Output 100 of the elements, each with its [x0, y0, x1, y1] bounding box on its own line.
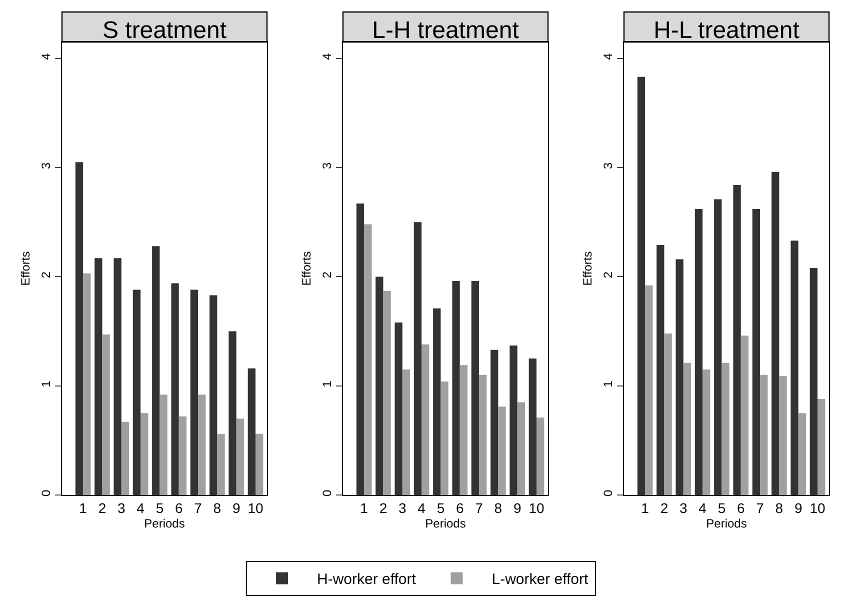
- y-tick-label: 2: [320, 271, 334, 278]
- x-tick-label: 8: [213, 500, 222, 516]
- bar: [772, 172, 780, 495]
- y-tick-label: 3: [320, 162, 334, 170]
- bar: [433, 308, 441, 495]
- bar: [460, 365, 468, 495]
- bar: [452, 281, 460, 495]
- x-tick-label: 2: [660, 500, 668, 516]
- bar: [645, 285, 653, 495]
- y-axis-title: Efforts: [580, 251, 594, 286]
- bar: [256, 434, 264, 495]
- bar: [471, 281, 480, 495]
- x-tick-label: 9: [513, 500, 522, 516]
- bar: [536, 418, 544, 495]
- bar: [440, 381, 448, 495]
- chart-title: L-H treatment: [372, 17, 520, 44]
- x-tick-label: 5: [156, 500, 164, 516]
- bar: [94, 258, 102, 495]
- bar: [798, 413, 806, 495]
- x-tick-label: 1: [641, 500, 650, 516]
- legend-label: H-worker effort: [317, 571, 417, 588]
- x-tick-label: 10: [528, 500, 544, 516]
- x-tick-label: 5: [718, 500, 726, 516]
- x-tick-label: 3: [398, 500, 406, 516]
- y-tick-label: 1: [601, 380, 616, 388]
- x-tick-label: 9: [794, 500, 802, 516]
- bar: [490, 350, 498, 495]
- x-tick-label: 7: [194, 500, 202, 516]
- bar: [364, 224, 372, 495]
- bar: [152, 246, 160, 495]
- bar: [790, 240, 798, 495]
- x-axis-title: Periods: [425, 516, 466, 531]
- bar: [760, 374, 768, 495]
- y-tick-label: 4: [601, 52, 616, 60]
- bar: [160, 394, 168, 495]
- chart-title: H-L treatment: [654, 17, 800, 44]
- bar: [740, 336, 749, 495]
- bar: [102, 334, 110, 495]
- bar: [752, 209, 760, 495]
- bar: [733, 185, 741, 495]
- bar: [722, 362, 730, 495]
- x-tick-label: 8: [775, 500, 784, 516]
- bar: [171, 283, 179, 495]
- bar: [676, 259, 684, 495]
- bar: [190, 290, 198, 495]
- bar: [228, 331, 236, 495]
- bar: [121, 422, 130, 495]
- x-tick-label: 4: [418, 500, 426, 516]
- x-tick-label: 5: [436, 500, 445, 516]
- x-tick-label: 3: [679, 500, 688, 516]
- x-tick-label: 4: [698, 500, 707, 516]
- y-tick-label: 1: [320, 380, 334, 388]
- legend-label: L-worker effort: [492, 571, 589, 588]
- bar: [414, 222, 422, 495]
- bar: [517, 402, 526, 495]
- x-tick-label: 4: [136, 500, 145, 516]
- x-tick-label: 6: [736, 500, 745, 516]
- bar: [248, 368, 256, 495]
- x-tick-label: 7: [756, 500, 764, 516]
- bar: [132, 290, 141, 495]
- bar: [198, 394, 206, 495]
- y-tick-label: 0: [320, 490, 334, 497]
- bar: [114, 258, 122, 495]
- x-tick-label: 6: [456, 500, 464, 516]
- x-axis-title: Periods: [144, 516, 185, 531]
- x-tick-label: 2: [98, 500, 106, 516]
- bar: [217, 434, 225, 495]
- y-tick-label: 3: [601, 162, 616, 170]
- bar: [664, 333, 672, 495]
- x-tick-label: 6: [174, 500, 183, 516]
- y-tick-label: 4: [39, 52, 54, 60]
- bar: [383, 290, 391, 495]
- bar: [683, 362, 692, 495]
- bar: [356, 204, 364, 495]
- x-tick-label: 1: [79, 500, 88, 516]
- y-tick-label: 2: [601, 271, 616, 278]
- bar: [402, 369, 410, 495]
- x-tick-label: 10: [248, 500, 264, 516]
- x-tick-label: 2: [379, 500, 388, 516]
- y-tick-label: 4: [320, 52, 334, 60]
- bar: [779, 376, 787, 495]
- x-tick-label: 1: [360, 500, 368, 516]
- y-tick-label: 0: [601, 490, 616, 497]
- bar: [498, 406, 506, 495]
- x-tick-label: 3: [117, 500, 126, 516]
- x-axis-title: Periods: [706, 516, 747, 531]
- x-tick-label: 8: [494, 500, 502, 516]
- bar: [376, 276, 384, 495]
- bar: [694, 209, 703, 495]
- bar: [236, 418, 244, 495]
- x-tick-label: 7: [475, 500, 484, 516]
- bar: [178, 416, 187, 495]
- chart-title: S treatment: [102, 17, 227, 44]
- y-axis-title: Efforts: [18, 251, 32, 286]
- bar: [422, 344, 430, 495]
- y-tick-label: 1: [39, 380, 54, 388]
- bar: [75, 162, 84, 495]
- x-tick-label: 9: [232, 500, 240, 516]
- bar: [83, 273, 91, 495]
- bar: [140, 413, 148, 495]
